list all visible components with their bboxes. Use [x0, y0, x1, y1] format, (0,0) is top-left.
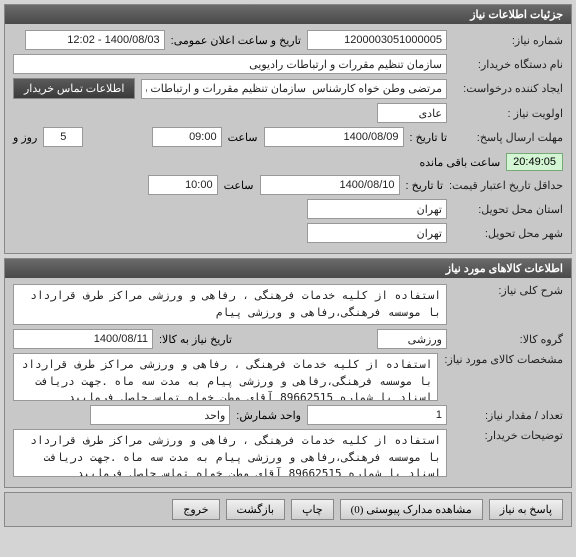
priority-label: اولویت نیاز :: [453, 107, 563, 120]
delivery-province-field[interactable]: [307, 199, 447, 219]
overall-desc-label: شرح کلی نیاز:: [453, 284, 563, 297]
min-validity-time-field[interactable]: [148, 175, 218, 195]
requester-label: ایجاد کننده درخواست:: [453, 82, 563, 95]
attachments-button-label: مشاهده مدارک پیوستی: [366, 504, 472, 516]
countdown-suffix: ساعت باقی مانده: [419, 156, 500, 169]
group-field[interactable]: [377, 329, 447, 349]
spec-field[interactable]: [13, 353, 438, 401]
buyer-field[interactable]: [13, 54, 447, 74]
deadline-time-field[interactable]: [152, 127, 222, 147]
delivery-province-label: استان محل تحویل:: [453, 203, 563, 216]
buyer-notes-field[interactable]: [13, 429, 447, 477]
goods-info-panel: اطلاعات کالاهای مورد نیاز شرح کلی نیاز: …: [4, 258, 572, 488]
attachments-count: (0): [351, 504, 364, 516]
print-button[interactable]: چاپ: [291, 499, 334, 520]
min-validity-label: حداقل تاریخ اعتبار قیمت:: [449, 179, 563, 192]
min-validity-date-field[interactable]: [260, 175, 400, 195]
need-date-label: تاریخ نیاز به کالا:: [159, 333, 232, 346]
countdown-timer: 20:49:05: [506, 153, 563, 171]
action-bar: پاسخ به نیاز مشاهده مدارک پیوستی (0) چاپ…: [4, 492, 572, 527]
need-details-header: جزئیات اطلاعات نیاز: [5, 5, 571, 24]
need-details-body: شماره نیاز: تاریخ و ساعت اعلان عمومی: نا…: [5, 24, 571, 253]
overall-desc-field[interactable]: [13, 284, 447, 325]
days-label: روز و: [13, 131, 37, 144]
priority-field[interactable]: [377, 103, 447, 123]
spec-label: مشخصات کالای مورد نیاز:: [444, 353, 563, 366]
public-announce-field[interactable]: [25, 30, 165, 50]
deadline-to-date-label: تا تاریخ :: [410, 131, 447, 144]
buyer-label: نام دستگاه خریدار:: [453, 58, 563, 71]
need-number-label: شماره نیاز:: [453, 34, 563, 47]
contact-buyer-button[interactable]: اطلاعات تماس خریدار: [13, 78, 135, 99]
exit-button[interactable]: خروج: [172, 499, 219, 520]
delivery-city-label: شهر محل تحویل:: [453, 227, 563, 240]
qty-label: تعداد / مقدار نیاز:: [453, 409, 563, 422]
need-number-field[interactable]: [307, 30, 447, 50]
need-details-panel: جزئیات اطلاعات نیاز شماره نیاز: تاریخ و …: [4, 4, 572, 254]
deadline-label: مهلت ارسال پاسخ:: [453, 131, 563, 144]
days-remaining-field: [43, 127, 83, 147]
group-label: گروه کالا:: [453, 333, 563, 346]
requester-field[interactable]: [141, 79, 447, 99]
unit-label: واحد شمارش:: [236, 409, 301, 422]
goods-info-header: اطلاعات کالاهای مورد نیاز: [5, 259, 571, 278]
deadline-time-label: ساعت: [228, 131, 258, 144]
min-validity-to-date-label: تا تاریخ :: [406, 179, 443, 192]
buyer-notes-label: توضیحات خریدار:: [453, 429, 563, 442]
min-validity-time-label: ساعت: [224, 179, 254, 192]
respond-button[interactable]: پاسخ به نیاز: [489, 499, 563, 520]
back-button[interactable]: بازگشت: [226, 499, 286, 520]
unit-field[interactable]: [90, 405, 230, 425]
public-announce-label: تاریخ و ساعت اعلان عمومی:: [171, 34, 301, 47]
deadline-date-field[interactable]: [264, 127, 404, 147]
qty-field[interactable]: [307, 405, 447, 425]
need-date-field[interactable]: [13, 329, 153, 349]
delivery-city-field[interactable]: [307, 223, 447, 243]
attachments-button[interactable]: مشاهده مدارک پیوستی (0): [340, 499, 483, 520]
goods-info-body: شرح کلی نیاز: گروه کالا: تاریخ نیاز به ک…: [5, 278, 571, 487]
